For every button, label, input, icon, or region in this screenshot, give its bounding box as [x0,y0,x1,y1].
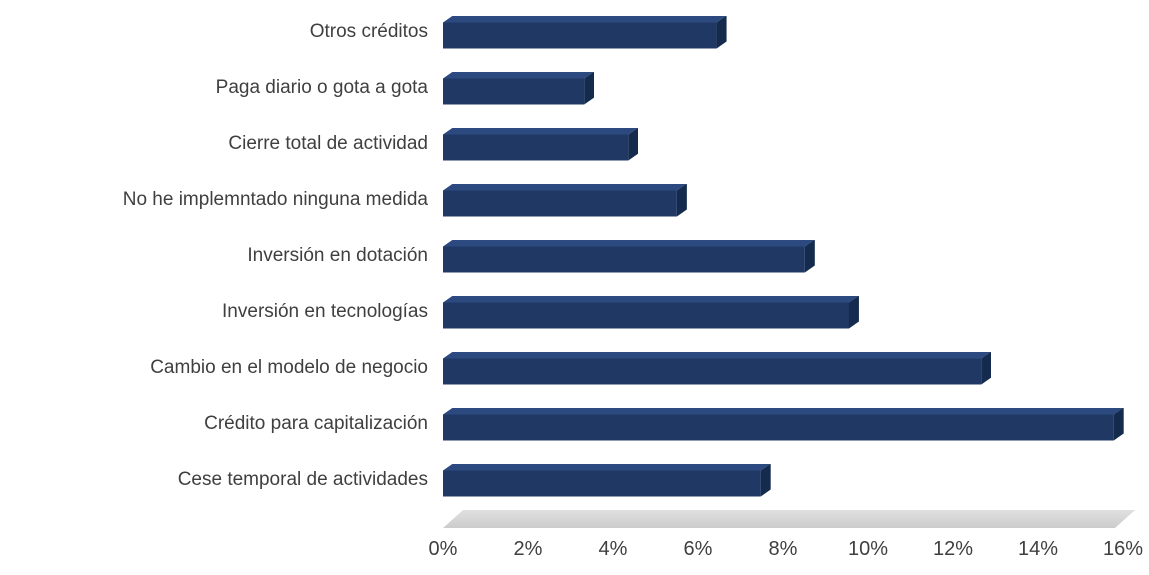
x-tick-label: 4% [598,538,628,560]
row-plot-area [443,16,1149,49]
x-tick-label: 0% [428,538,458,560]
row-plot-area [443,128,1149,161]
category-label: Inversión en dotación [247,245,428,267]
category-label: Cambio en el modelo de negocio [150,357,428,379]
chart-row: Crédito para capitalización [0,396,1149,452]
chart-row: Inversión en dotación [0,228,1149,284]
chart-row: Otros créditos [0,4,1149,60]
bar-4 [443,240,815,273]
category-label: Paga diario o gota a gota [215,77,428,99]
row-plot-area [443,408,1149,441]
bar-1 [443,72,594,105]
chart-row: No he implemntado ninguna medida [0,172,1149,228]
x-tick-label: 16% [1102,538,1144,560]
floor-wrap [443,510,1149,528]
chart-floor [443,510,1135,528]
row-plot-area [443,464,1149,497]
row-plot-area [443,352,1149,385]
bar-5 [443,296,859,329]
x-axis: 0% 2% 4% 6% 8% 10% 12% 14% 16% [429,538,1143,570]
category-label: Otros créditos [309,21,428,43]
chart-row: Cierre total de actividad [0,116,1149,172]
x-tick-label: 2% [513,538,543,560]
category-label: Crédito para capitalización [204,413,428,435]
bar-0 [443,16,727,49]
bar-2 [443,128,638,161]
category-label: No he implemntado ninguna medida [122,189,428,211]
row-plot-area [443,184,1149,217]
x-tick-label: 6% [683,538,713,560]
bar-7 [443,408,1124,441]
category-label: Inversión en tecnologías [222,301,428,323]
x-tick-label: 14% [1017,538,1059,560]
chart-row: Cambio en el modelo de negocio [0,340,1149,396]
row-plot-area [443,296,1149,329]
chart-rows: Otros créditos Paga diario o gota a gota C… [0,4,1149,508]
category-label: Cese temporal de actividades [177,469,428,491]
x-tick-label: 8% [768,538,798,560]
bar-3 [443,184,687,217]
chart-row: Paga diario o gota a gota [0,60,1149,116]
x-tick-label: 12% [932,538,974,560]
x-tick-label: 10% [847,538,889,560]
chart-row: Inversión en tecnologías [0,284,1149,340]
chart-row: Cese temporal de actividades [0,452,1149,508]
row-plot-area [443,72,1149,105]
category-label: Cierre total de actividad [228,133,428,155]
bar-6 [443,352,991,385]
bar-8 [443,464,771,497]
row-plot-area [443,240,1149,273]
